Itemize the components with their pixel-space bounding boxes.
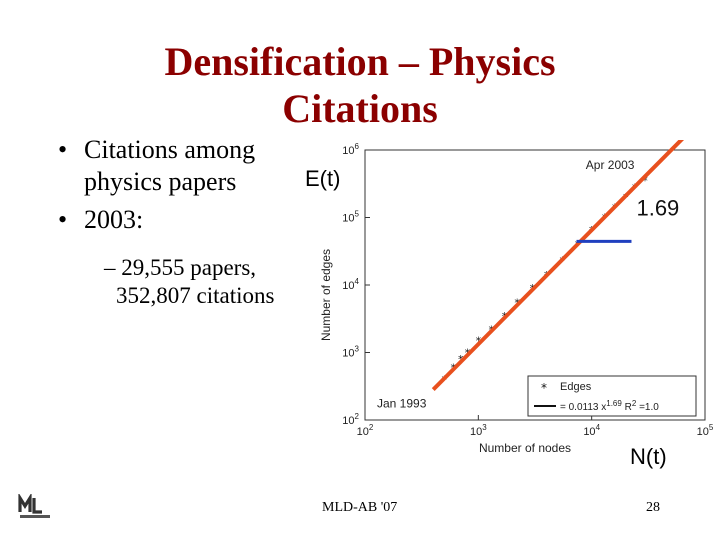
bullet-1-line-1: Citations among: [84, 135, 256, 164]
y-axis-label: Number of edges: [319, 249, 333, 341]
page-number: 28: [646, 500, 660, 515]
bullet-1-line-2: physics papers: [84, 167, 237, 196]
legend-marker-edges: *: [541, 381, 547, 395]
title-line-2: Citations: [282, 86, 438, 131]
edges-over-time-label: E(t): [305, 166, 341, 191]
x-tick-label: 102: [357, 423, 374, 438]
sub-bullet-line-2: 352,807 citations: [116, 283, 275, 308]
y-tick-label: 106: [342, 142, 359, 157]
fit-line: [431, 140, 685, 391]
bullet-citations: • Citations among physics papers: [58, 134, 256, 198]
densification-chart: 102 103 104 105 102 103 104 105 106 Number of nod…: [319, 140, 714, 455]
sub-bullet: – 29,555 papers, 352,807 citations: [104, 254, 274, 310]
bullet-2-line-1: 2003:: [84, 205, 144, 234]
data-point: *: [642, 175, 648, 188]
bullet-2003: • 2003:: [58, 204, 144, 236]
y-tick-label: 105: [342, 210, 359, 225]
ml-logo-icon: [18, 494, 50, 518]
nodes-over-time-label: N(t): [630, 444, 667, 469]
annotation-start: Jan 1993: [377, 397, 427, 411]
bullet-dot: •: [58, 205, 68, 234]
legend-label-fit: = 0.0113 x1.69 R2 =1.0: [560, 399, 659, 413]
slope-label: 1.69: [636, 195, 679, 220]
x-axis-label: Number of nodes: [479, 441, 571, 455]
footer-center: MLD-AB '07: [322, 500, 398, 515]
slide-title: Densification – Physics Citations: [60, 38, 660, 132]
legend-box: [527, 375, 697, 417]
title-line-1: Densification – Physics: [164, 39, 556, 84]
y-tick-label: 102: [342, 412, 359, 427]
y-tick-label: 104: [342, 277, 359, 292]
legend-label-edges: Edges: [560, 381, 592, 393]
sub-bullet-line-1: – 29,555 papers,: [104, 255, 257, 280]
annotation-end: Apr 2003: [586, 158, 635, 172]
x-tick-label: 105: [697, 423, 714, 438]
y-tick-label: 103: [342, 345, 359, 360]
x-tick-label: 103: [470, 423, 487, 438]
x-tick-label: 104: [583, 423, 600, 438]
bullet-dot: •: [58, 135, 68, 164]
